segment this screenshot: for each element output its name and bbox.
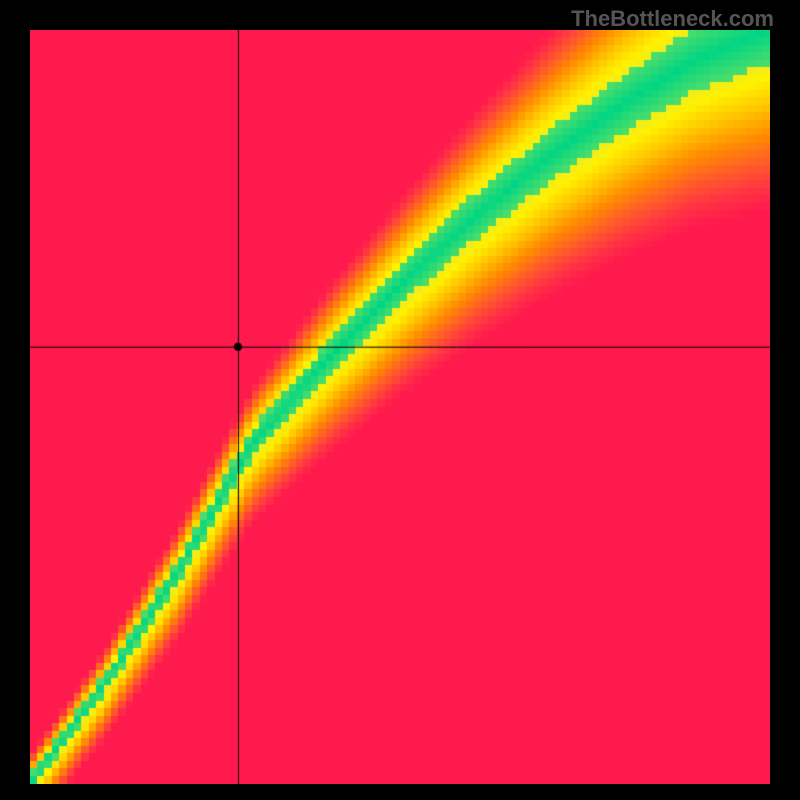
bottleneck-heatmap [30, 30, 770, 784]
watermark-text: TheBottleneck.com [571, 6, 774, 32]
chart-container: TheBottleneck.com [0, 0, 800, 800]
